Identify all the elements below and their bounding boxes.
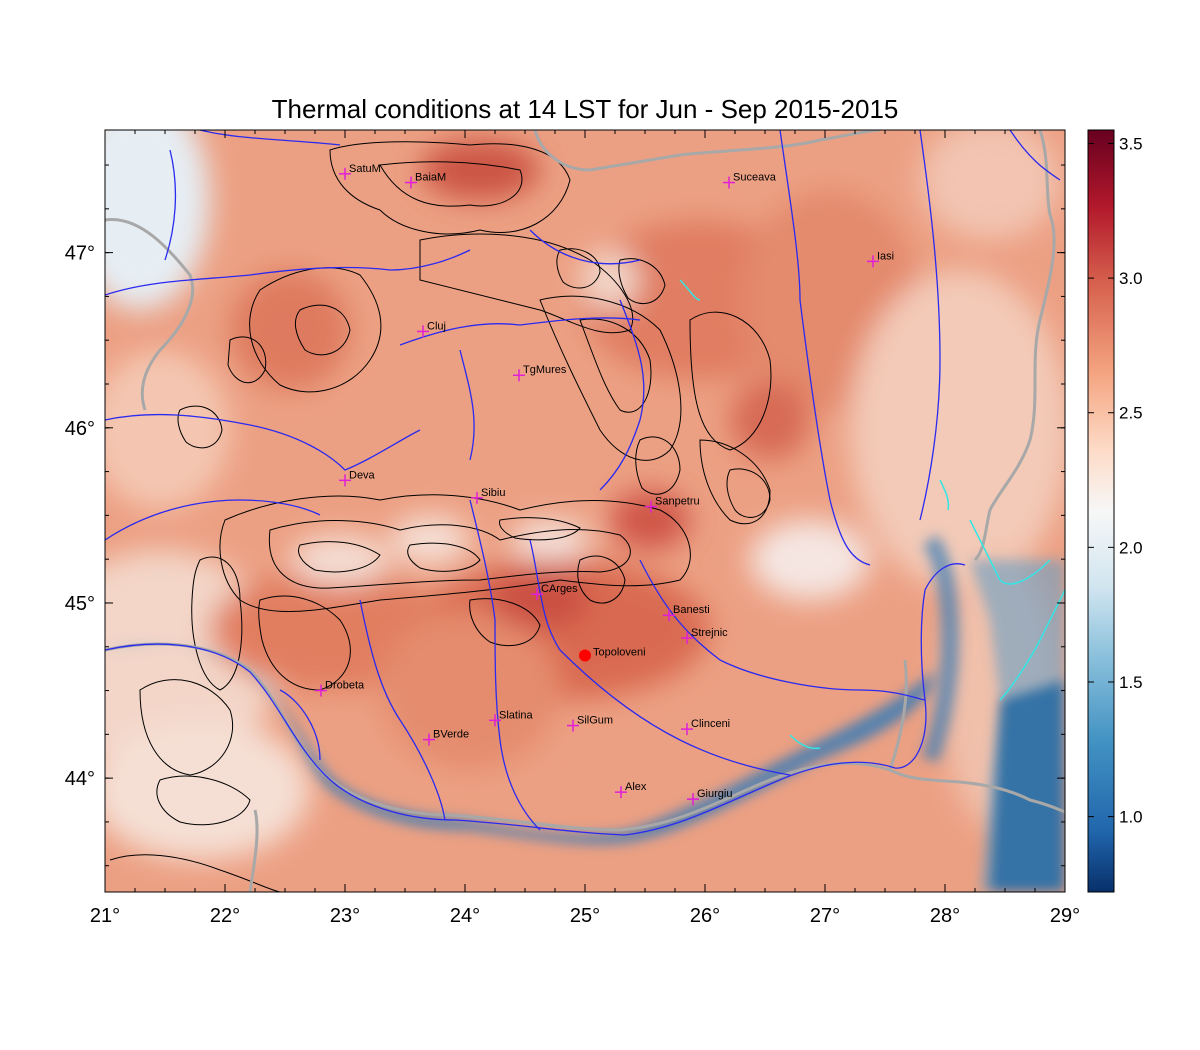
station-marker: Sibiu <box>471 487 505 504</box>
station-marker: Alex <box>615 781 647 799</box>
x-tick-label: 29° <box>1050 905 1080 927</box>
station-marker: Strejnic <box>681 627 728 644</box>
station-label: Deva <box>349 469 376 481</box>
station-marker: Sanpetru <box>645 496 700 513</box>
station-marker: Cluj <box>417 320 446 338</box>
cool-water-areas <box>105 534 1065 892</box>
station-label: Sibiu <box>481 487 505 499</box>
y-tick-label: 46° <box>65 418 95 440</box>
x-tick-label: 28° <box>930 905 960 927</box>
station-label: Banesti <box>673 604 710 616</box>
station-marker: Deva <box>339 469 376 487</box>
station-marker: Slatina <box>489 709 534 727</box>
x-tick-label: 22° <box>210 905 240 927</box>
colorbar-tick-label: 3.5 <box>1119 134 1143 153</box>
station-label: Giurgiu <box>697 788 732 800</box>
y-tick-label: 45° <box>65 593 95 615</box>
station-marker: Clinceni <box>681 718 730 736</box>
stations-layer: SatuM BaiaM Suceava Iasi Cluj TgMures Deva Sibi… <box>315 163 894 806</box>
station-label: Suceava <box>733 172 777 184</box>
axis-layer: 21° 22° 23° 24° 25° 26° 27° 28° 29° 44° 45° 46° 47° <box>65 130 1080 927</box>
colorbar-gradient <box>1087 129 1115 893</box>
station-label: Strejnic <box>691 627 728 639</box>
map-title: Thermal conditions at 14 LST for Jun - S… <box>272 94 899 124</box>
colorbar-ticks: 1.0 1.5 2.0 2.5 3.0 3.5 <box>1088 134 1143 827</box>
station-marker: Suceava <box>723 172 777 189</box>
colorbar-tick-label: 1.0 <box>1119 808 1143 827</box>
station-label: BVerde <box>433 729 469 741</box>
station-marker: BaiaM <box>405 172 446 189</box>
x-tick-label: 26° <box>690 905 720 927</box>
station-label: Drobeta <box>325 680 365 692</box>
x-tick-label: 24° <box>450 905 480 927</box>
y-tick-label: 44° <box>65 768 95 790</box>
colorbar: 1.0 1.5 2.0 2.5 3.0 3.5 <box>1087 129 1143 893</box>
highlight-station-dot <box>579 649 591 662</box>
station-marker: SilGum <box>567 715 613 732</box>
station-label: CArges <box>541 583 578 595</box>
highlight-station-label: Topoloveni <box>593 647 646 659</box>
station-marker: CArges <box>531 583 578 601</box>
station-label: SilGum <box>577 715 613 727</box>
station-marker: TgMures <box>513 364 567 382</box>
station-marker: BVerde <box>423 729 469 746</box>
station-label: Iasi <box>877 250 894 262</box>
station-label: TgMures <box>523 364 567 376</box>
station-marker: Drobeta <box>315 680 365 697</box>
x-tick-label: 27° <box>810 905 840 927</box>
colorbar-tick-label: 1.5 <box>1119 673 1143 692</box>
y-tick-label: 47° <box>65 243 95 265</box>
station-marker: Iasi <box>867 250 894 268</box>
colorbar-tick-label: 3.0 <box>1119 269 1143 288</box>
station-label: Sanpetru <box>655 496 700 508</box>
rivers <box>105 130 1061 836</box>
colorbar-tick-label: 2.0 <box>1119 538 1143 557</box>
map-panel: SatuM BaiaM Suceava Iasi Cluj TgMures Deva Sibi… <box>105 130 1065 892</box>
station-label: Clinceni <box>691 718 730 730</box>
x-tick-label: 23° <box>330 905 360 927</box>
station-label: BaiaM <box>415 172 446 184</box>
x-tick-label: 21° <box>90 905 120 927</box>
x-tick-label: 25° <box>570 905 600 927</box>
station-marker: Giurgiu <box>687 788 732 806</box>
station-label: Slatina <box>499 709 534 721</box>
lakes-and-coast <box>679 279 1065 750</box>
country-borders <box>105 130 1065 892</box>
station-marker: Banesti <box>663 604 710 622</box>
colorbar-tick-label: 2.5 <box>1119 404 1143 423</box>
station-label: Alex <box>625 781 647 793</box>
station-marker: SatuM <box>339 163 381 180</box>
station-label: SatuM <box>349 163 381 175</box>
station-label: Cluj <box>427 320 446 332</box>
